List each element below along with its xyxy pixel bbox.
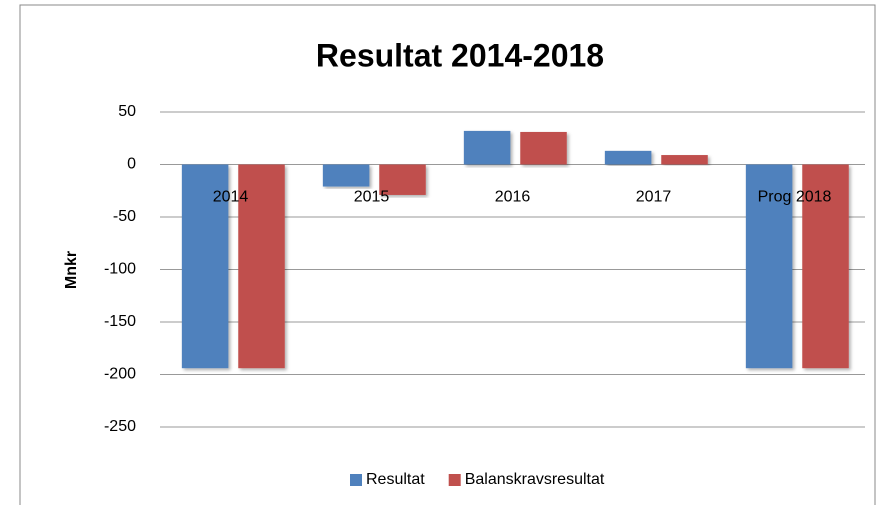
bar [463,130,511,165]
x-tick-label: 2017 [636,189,672,206]
legend-label: Resultat [366,471,425,488]
x-tick-label: 2015 [354,189,390,206]
bar [802,164,849,369]
bar [322,164,370,187]
chart-frame [19,4,876,505]
x-tick-label: Prog 2018 [758,189,832,206]
bar [604,150,652,165]
bar [520,131,567,165]
y-axis-label: Mnkr [63,251,80,289]
legend-swatch [448,474,461,486]
y-tick-label: 0 [127,156,136,173]
y-tick-label: 50 [118,103,136,120]
x-tick-label: 2016 [495,189,531,206]
y-tick-label: -50 [113,208,136,225]
bar [745,164,793,369]
y-tick-label: -200 [104,366,136,383]
y-tick-label: -250 [104,418,136,435]
bar [661,155,708,165]
y-tick-label: -100 [104,261,136,278]
legend-swatch [350,474,362,486]
y-tick-label: -150 [104,313,136,330]
x-tick-label: 2014 [213,189,249,206]
chart-title: Resultat 2014-2018 [316,37,604,73]
bar [181,164,229,369]
bar [379,164,426,195]
bar [238,164,285,369]
legend-label: Balanskravsresultat [465,471,605,488]
